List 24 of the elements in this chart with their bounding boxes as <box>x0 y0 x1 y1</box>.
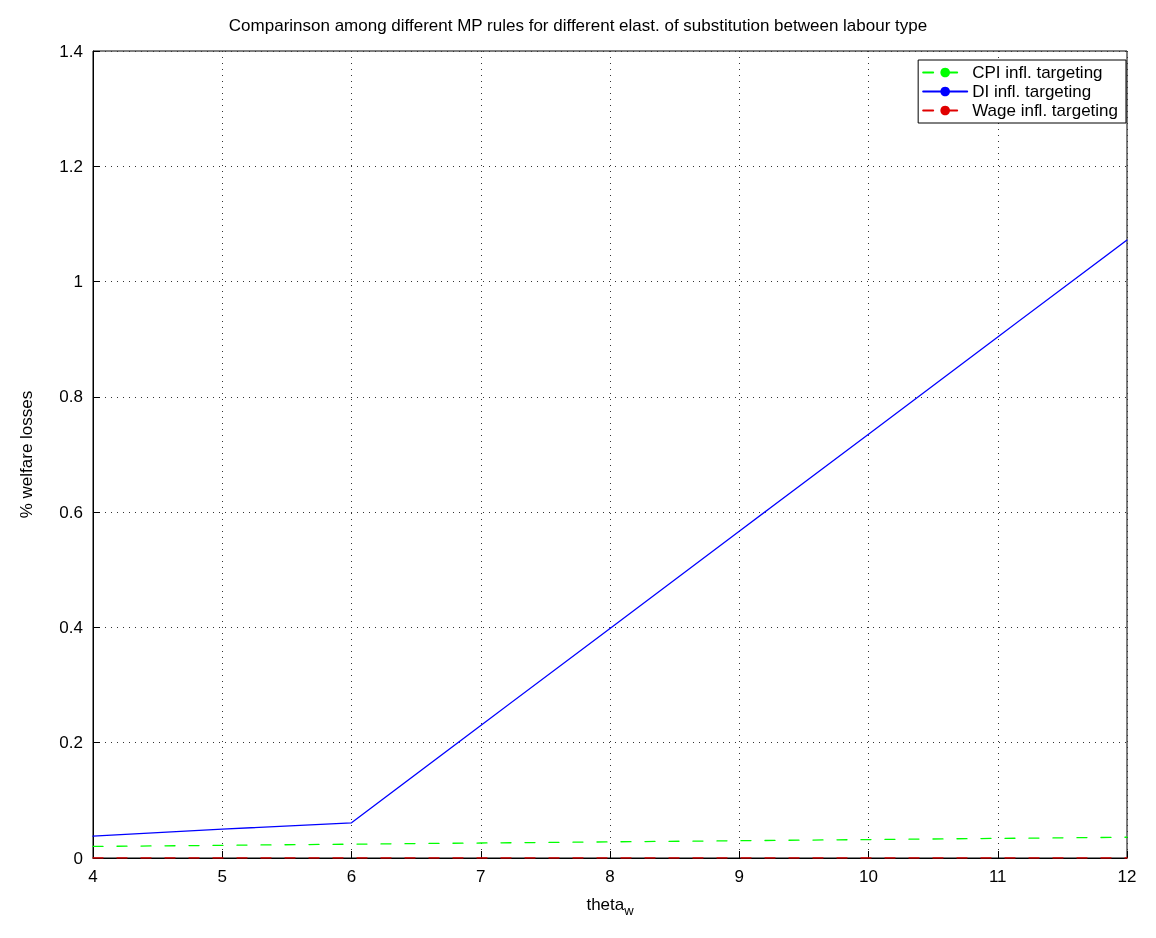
x-tick-label: 11 <box>988 867 1007 886</box>
y-tick-label: 0 <box>73 848 83 868</box>
y-tick-label: 0.6 <box>59 502 83 522</box>
legend-label: CPI infl. targeting <box>972 63 1103 82</box>
y-tick-label: 0.4 <box>59 617 83 637</box>
line-series <box>92 239 1128 837</box>
line-series <box>92 836 1128 848</box>
chart-title: Comparinson among different MP rules for different elast. of substitution between labour type <box>228 16 928 35</box>
x-tick-label: 7 <box>476 867 486 886</box>
y-tick-label: 1.4 <box>59 41 83 61</box>
y-tick-label: 0.8 <box>59 387 83 407</box>
y-tick-label: 1.2 <box>59 156 83 176</box>
x-tick-label: 6 <box>346 867 357 886</box>
x-tick-label: 12 <box>1117 867 1137 886</box>
x-tick-label: 5 <box>217 867 227 886</box>
x-tick-label: 9 <box>734 867 744 886</box>
y-tick-label: 1 <box>73 272 83 292</box>
legend-label: DI infl. targeting <box>972 82 1092 101</box>
x-tick-label: 8 <box>605 867 615 886</box>
x-tick-label: 4 <box>88 867 98 886</box>
y-tick-label: 0.2 <box>59 733 83 753</box>
x-tick-label: 10 <box>859 867 878 886</box>
legend-label: Wage infl. targeting <box>972 101 1119 120</box>
y-axis-title: % welfare losses <box>17 390 36 519</box>
